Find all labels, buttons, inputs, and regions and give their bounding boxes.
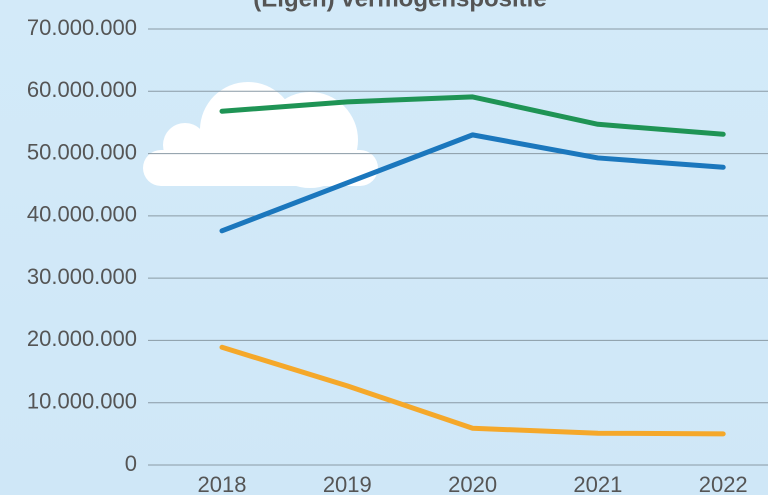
- series-line: [219, 344, 726, 437]
- y-tick-label: 50.000.000: [27, 139, 137, 164]
- series-line: [219, 94, 726, 137]
- x-tick-label: 2022: [699, 472, 748, 495]
- chart-title: (Eigen) vermogenspositie: [253, 0, 546, 12]
- y-tick-label: 0: [125, 451, 137, 476]
- x-tick-label: 2018: [198, 472, 247, 495]
- y-tick-label: 60.000.000: [27, 77, 137, 102]
- y-tick-label: 30.000.000: [27, 264, 137, 289]
- x-tick-label: 2019: [323, 472, 372, 495]
- x-tick-label: 2020: [448, 472, 497, 495]
- x-tick-label: 2021: [573, 472, 622, 495]
- y-tick-label: 40.000.000: [27, 202, 137, 227]
- y-tick-label: 10.000.000: [27, 389, 137, 414]
- y-tick-label: 20.000.000: [27, 326, 137, 351]
- series-line: [219, 132, 726, 234]
- y-tick-label: 70.000.000: [27, 15, 137, 40]
